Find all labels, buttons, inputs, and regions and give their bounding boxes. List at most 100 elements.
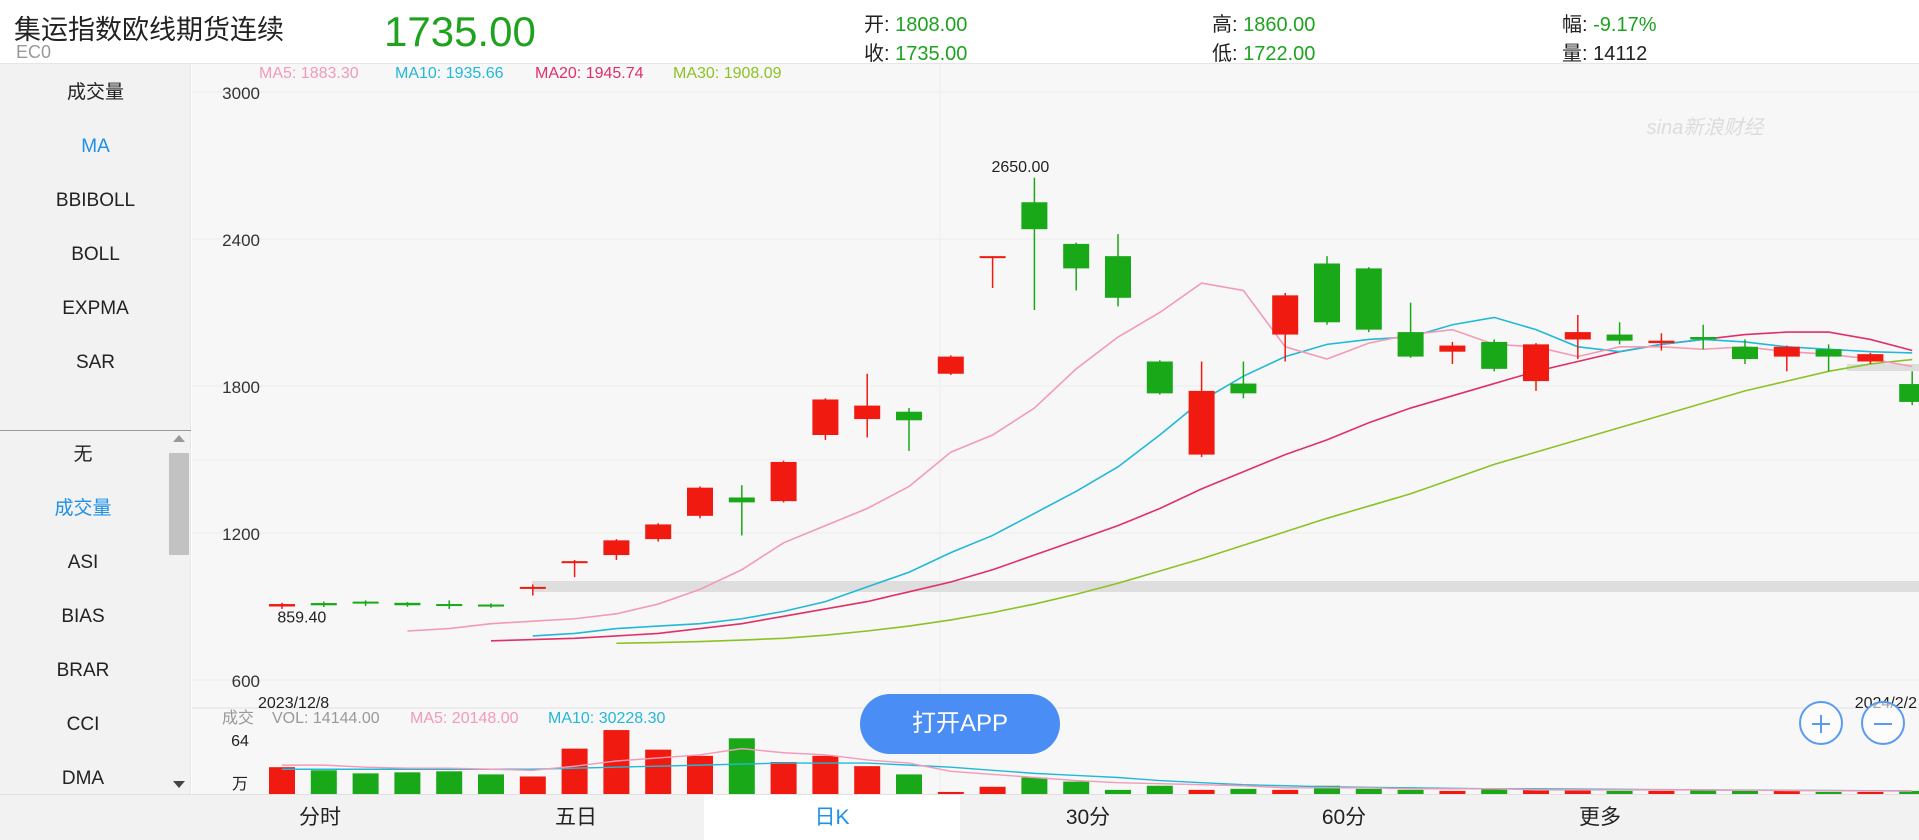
sub-indicator-item[interactable]: BIAS <box>61 606 105 627</box>
close-label: 收: <box>864 43 890 65</box>
candle-body <box>1188 390 1215 455</box>
candle-body <box>519 586 546 589</box>
change-label: 幅: <box>1562 14 1588 36</box>
period-tab[interactable]: 五日 <box>555 806 597 829</box>
volume-bar <box>1230 788 1257 794</box>
sina-watermark: sina新浪财经 <box>1647 117 1766 139</box>
volume-legend-vol: VOL: 14144.00 <box>272 710 380 727</box>
main-indicator-item[interactable]: EXPMA <box>62 298 129 319</box>
volume-bar <box>645 749 672 794</box>
volume-bar <box>1690 789 1717 794</box>
volume-bar <box>1523 789 1549 794</box>
candle-body <box>896 411 922 421</box>
zoom-out-button[interactable] <box>1861 701 1905 745</box>
volume-legend-ma5: MA5: 20148.00 <box>410 710 519 727</box>
period-tab[interactable]: 分时 <box>299 806 341 829</box>
candle-body <box>1564 332 1591 340</box>
open-label: 开: <box>864 14 890 36</box>
candle-body <box>352 601 379 604</box>
volume-bar <box>1063 781 1090 794</box>
candle-body <box>1815 349 1842 357</box>
minus-icon <box>1874 723 1892 725</box>
open-app-button[interactable]: 打开APP <box>860 694 1060 754</box>
volume-scale-top: 64 <box>231 733 249 750</box>
candle-body <box>310 603 337 606</box>
sub-indicator-item[interactable]: CCI <box>66 714 100 735</box>
candle-body <box>1732 346 1758 360</box>
volume-legend-ma10: MA10: 30228.30 <box>548 710 666 727</box>
change-stat: 幅: -9.17% <box>1562 8 1657 37</box>
y-tick-label: 1800 <box>222 378 260 397</box>
volume-bar <box>1773 790 1800 794</box>
volume-bar <box>1857 791 1884 794</box>
volume-bar <box>519 776 546 794</box>
volume-bar <box>1899 790 1919 794</box>
candle-body <box>645 524 672 540</box>
open-value: 1808.00 <box>895 14 968 36</box>
candle-body <box>269 604 295 607</box>
candle-body <box>1690 337 1717 340</box>
y-tick-label: 3000 <box>222 84 260 103</box>
candle-body <box>1773 346 1800 357</box>
candle-body <box>979 256 1006 259</box>
quote-header: 集运指数欧线期货连续 EC0 1735.00 开: 1808.00 收: 173… <box>0 0 1919 66</box>
sub-indicator-item[interactable]: 成交量 <box>54 498 112 519</box>
sub-indicator-item[interactable]: 无 <box>73 444 93 465</box>
candle-body <box>687 487 713 516</box>
close-stat: 收: 1735.00 <box>864 37 967 66</box>
zoom-in-button[interactable] <box>1799 701 1843 745</box>
main-indicator-item[interactable]: MA <box>81 136 110 157</box>
volume-bar <box>1355 788 1382 794</box>
volume-bar <box>687 755 713 794</box>
main-indicator-item[interactable]: 成交量 <box>66 82 124 103</box>
sub-indicator-panel: 无成交量 ASI BIAS BRAR CCI DMA <box>0 431 191 794</box>
scroll-thumb[interactable] <box>169 453 189 555</box>
volume-bar <box>310 770 337 794</box>
sub-indicator-item[interactable]: BRAR <box>56 660 110 681</box>
main-indicator-item[interactable]: SAR <box>75 352 116 373</box>
y-tick-label: 1200 <box>222 525 260 544</box>
candle-body <box>854 405 881 420</box>
candle-body <box>394 602 421 606</box>
volume-stat: 量: 14112 <box>1562 37 1647 66</box>
volume-label: 量: <box>1562 43 1588 65</box>
instrument-code: EC0 <box>16 42 52 62</box>
sub-indicator-item[interactable]: ASI <box>67 552 99 573</box>
scroll-up-arrow-icon[interactable] <box>173 435 185 442</box>
candle-body <box>770 461 797 502</box>
ma-legend-item: MA20: 1945.74 <box>535 65 644 82</box>
open-stat: 开: 1808.00 <box>864 8 967 37</box>
candle-body <box>1314 263 1340 323</box>
volume-bar <box>770 762 797 794</box>
volume-bar <box>812 755 839 794</box>
candle-body <box>1146 361 1173 394</box>
period-tab[interactable]: 更多 <box>1579 806 1621 829</box>
sub-indicator-scrollbar[interactable] <box>168 431 190 794</box>
candle-body <box>561 561 588 564</box>
main-indicator-list: 成交量 MA BBIBOLL BOLL EXPMA SAR <box>0 64 191 430</box>
candle-body <box>1439 345 1466 352</box>
volume-bar <box>1314 785 1340 794</box>
period-tab[interactable]: 60分 <box>1321 806 1367 829</box>
volume-bar <box>896 774 922 794</box>
y-tick-label: 600 <box>232 672 260 691</box>
candle-body <box>1648 340 1675 344</box>
candles <box>269 177 1919 609</box>
high-value: 1860.00 <box>1243 14 1316 36</box>
candle-body <box>436 604 463 607</box>
scroll-down-arrow-icon[interactable] <box>173 781 185 788</box>
period-tab[interactable]: 30分 <box>1065 806 1111 829</box>
kline-chart[interactable]: sina新浪财经 3000 2400 1800 1200 600 2650.00 859.4… <box>192 64 1919 794</box>
candle-body <box>1063 243 1090 269</box>
candle-body <box>812 399 839 435</box>
sub-indicator-item[interactable]: DMA <box>61 768 105 789</box>
instrument-title: 集运指数欧线期货连续 <box>14 15 284 45</box>
main-indicator-item[interactable]: BBIBOLL <box>55 190 136 211</box>
main-indicator-item[interactable]: BOLL <box>71 244 120 265</box>
ma10-line <box>532 316 1913 637</box>
volume-bar <box>436 771 463 794</box>
candle-body <box>728 497 755 503</box>
period-tab[interactable]: 日K <box>704 795 960 840</box>
highlight-band <box>1847 364 1919 371</box>
x-start-date-label: 2023/12/8 <box>258 695 329 712</box>
